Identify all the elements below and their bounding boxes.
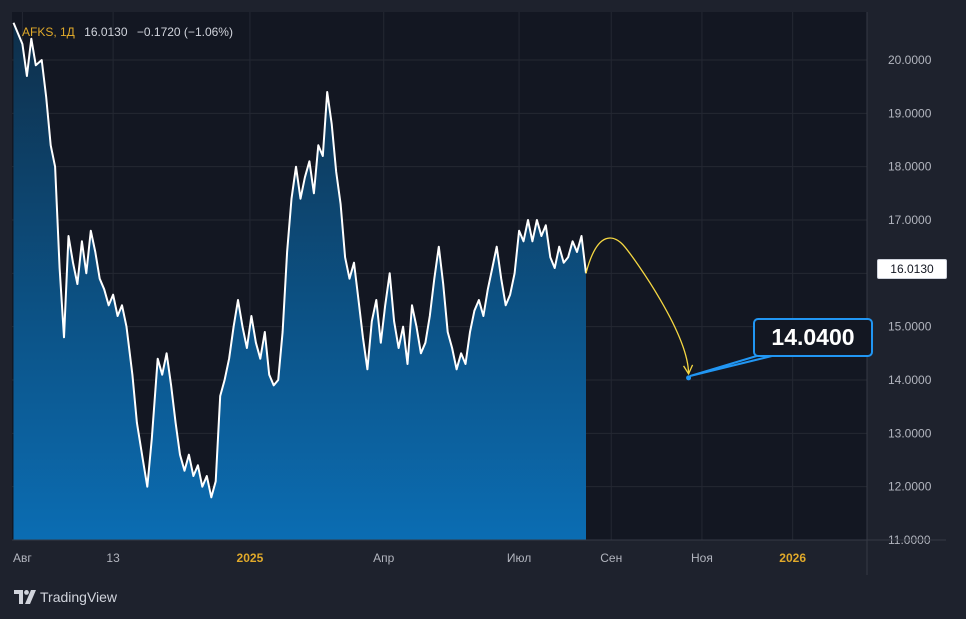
y-tick-label: 14.0000 [888, 373, 932, 387]
x-tick-label: Июл [507, 551, 531, 565]
y-tick-label: 20.0000 [888, 53, 932, 67]
target-point[interactable] [686, 375, 692, 381]
target-price-label: 14.0400 [753, 318, 873, 357]
tradingview-logo-icon [14, 590, 36, 604]
x-tick-label: 13 [106, 551, 120, 565]
x-tick-label: Сен [600, 551, 622, 565]
chart-legend: AFKS, 1Д 16.0130 −0.1720 (−1.06%) [22, 25, 233, 39]
x-tick-label: Авг [13, 551, 32, 565]
forecast-arrow-curve [585, 237, 690, 374]
x-tick-label: Апр [373, 551, 395, 565]
area-series [12, 22, 587, 540]
legend-last-price: 16.0130 [84, 25, 128, 39]
y-tick-label: 19.0000 [888, 106, 932, 120]
tradingview-brand[interactable]: TradingView [14, 589, 117, 605]
x-tick-label: Ноя [691, 551, 713, 565]
brand-name: TradingView [40, 589, 118, 605]
series-area-fill [13, 22, 586, 540]
x-tick-label: 2025 [237, 551, 264, 565]
y-tick-label: 18.0000 [888, 160, 932, 174]
x-tick-label: 2026 [779, 551, 806, 565]
last-price-tag: 16.0130 [877, 259, 947, 279]
legend-symbol[interactable]: AFKS, 1Д [22, 25, 75, 39]
legend-change: −0.1720 (−1.06%) [136, 25, 233, 39]
y-tick-label: 17.0000 [888, 213, 932, 227]
y-tick-label: 13.0000 [888, 426, 932, 440]
chart-axes: 20.000019.000018.000017.000016.000015.00… [12, 12, 946, 575]
y-tick-label: 15.0000 [888, 320, 932, 334]
y-tick-label: 12.0000 [888, 480, 932, 494]
series-line[interactable] [12, 22, 587, 499]
forecast-arrow-head [683, 364, 694, 376]
